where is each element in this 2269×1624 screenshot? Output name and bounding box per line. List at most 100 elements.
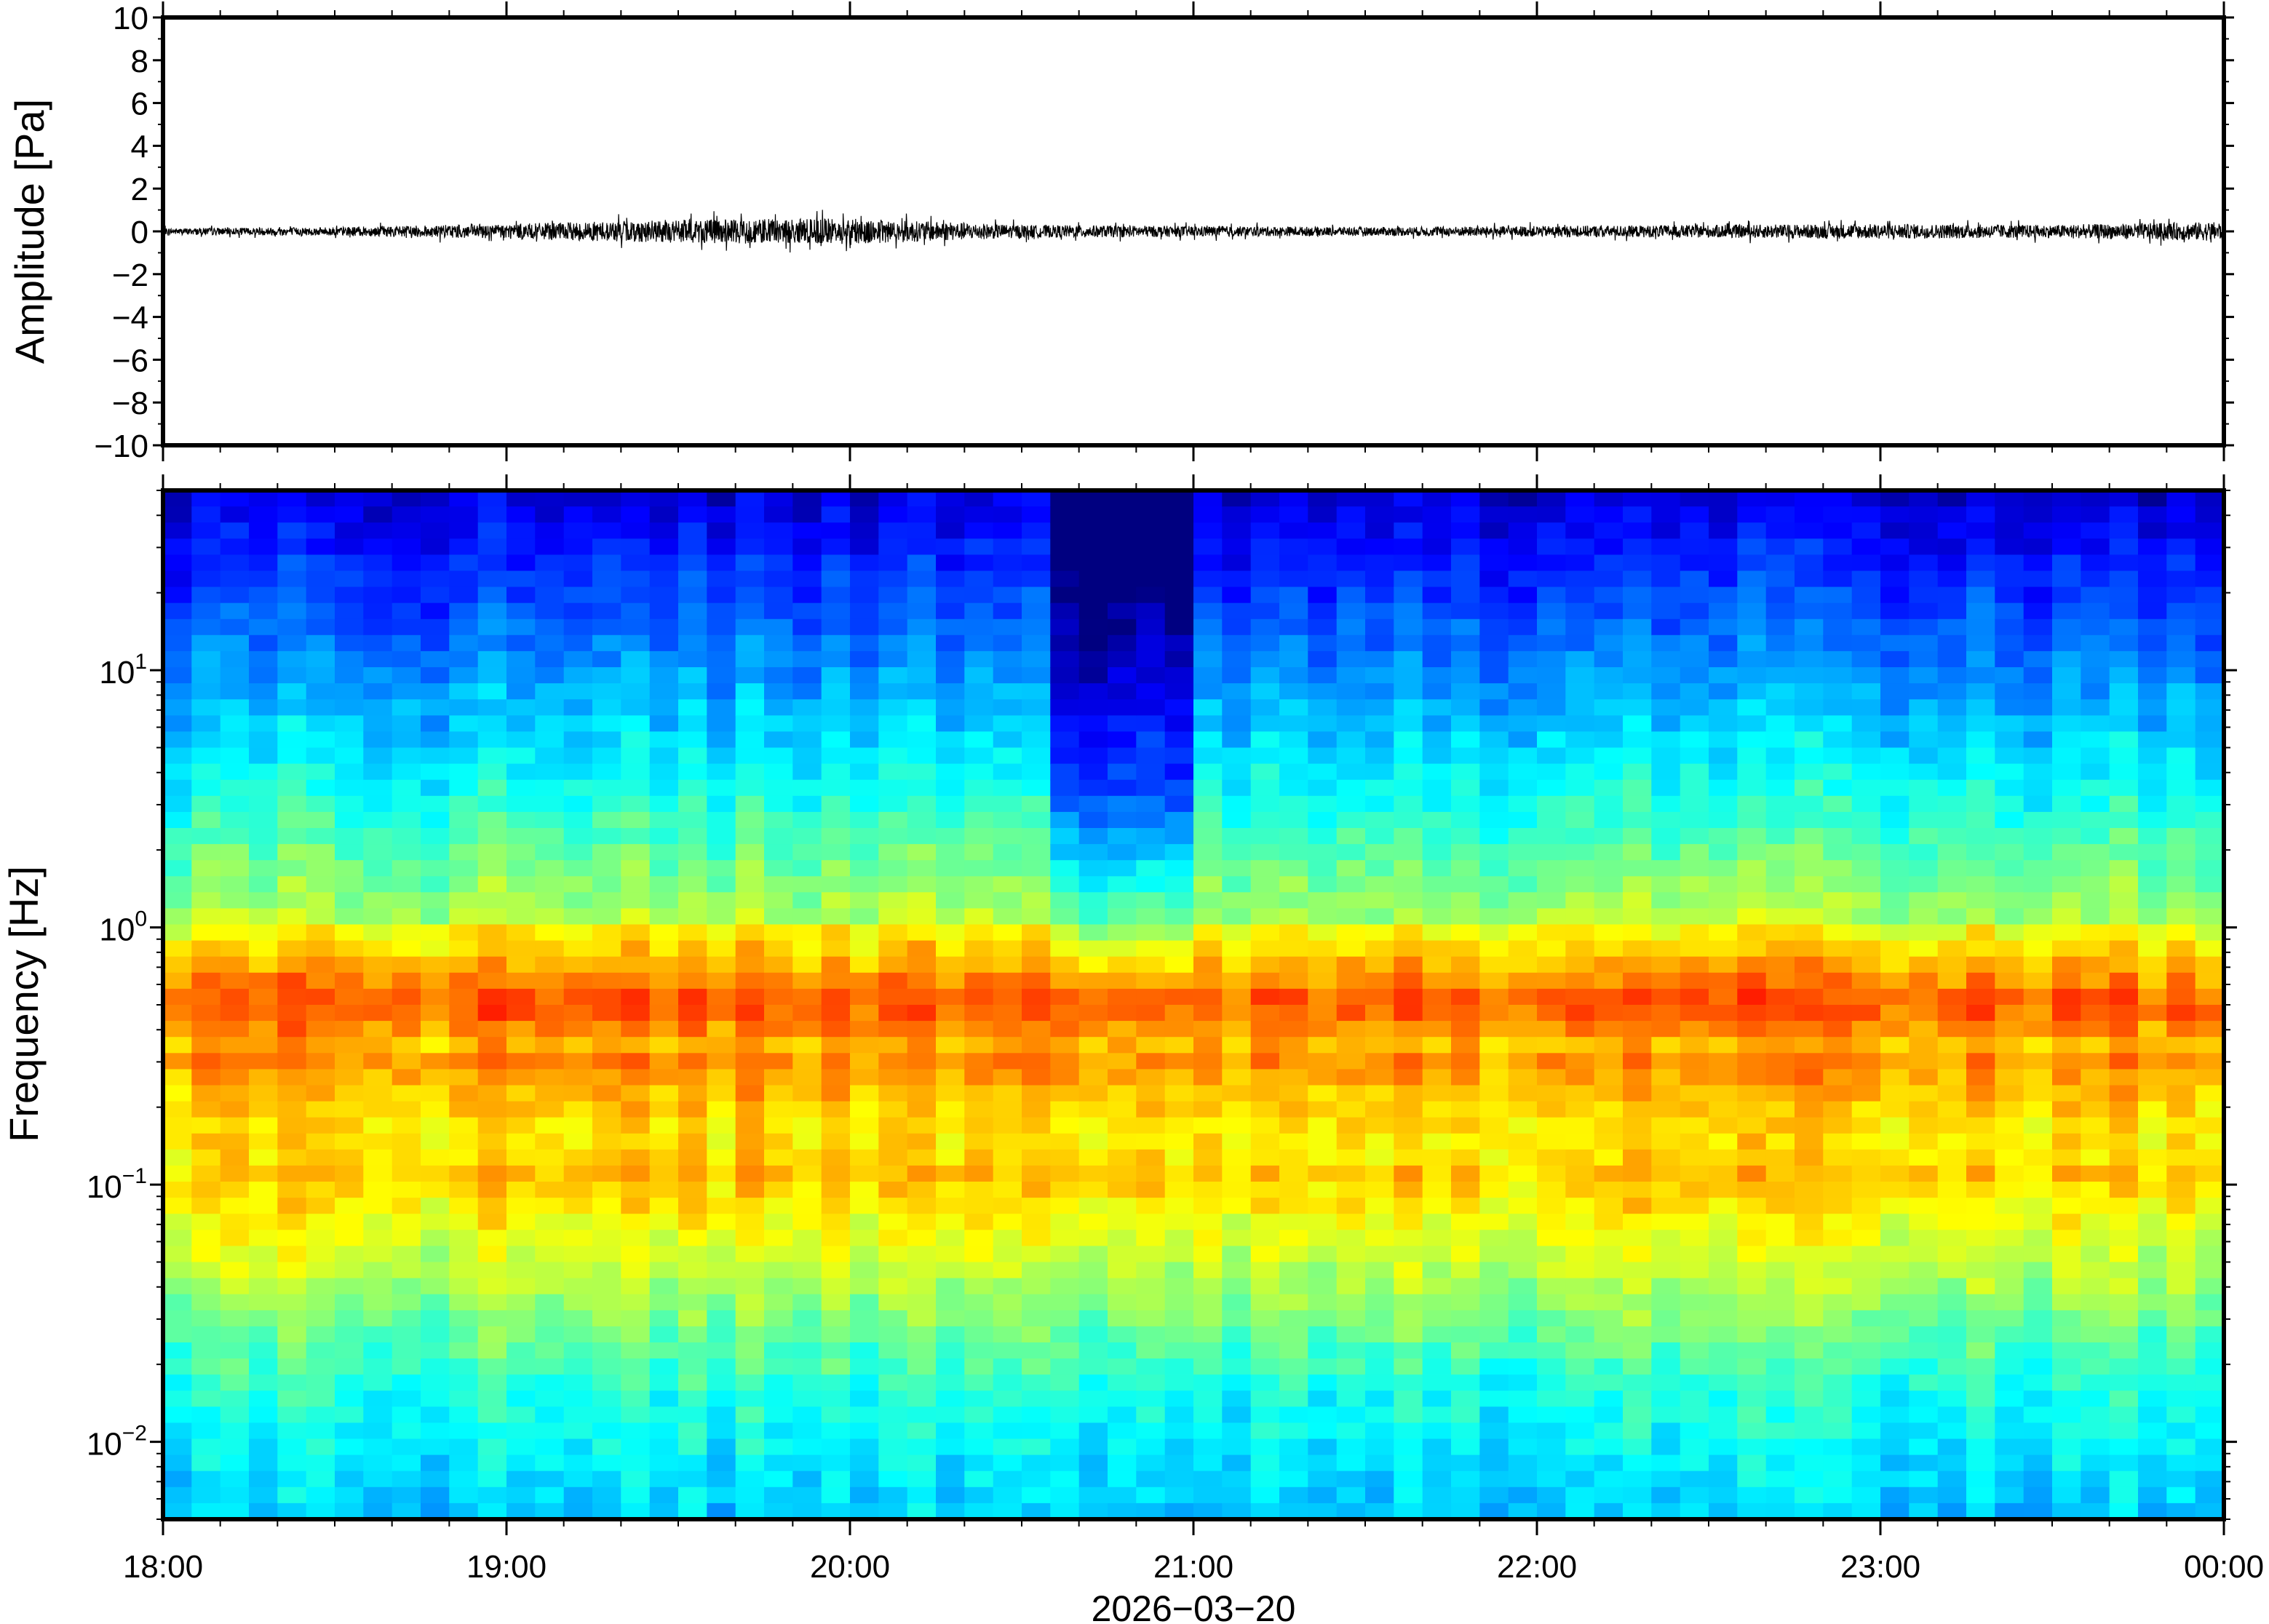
spectrogram-cell xyxy=(1308,1053,1338,1070)
spectrogram-cell xyxy=(878,988,908,1006)
spectrogram-cell xyxy=(1937,1149,1967,1166)
spectrogram-cell xyxy=(1508,650,1538,668)
spectrogram-cell xyxy=(1851,1454,1881,1472)
spectrogram-cell xyxy=(993,1278,1022,1295)
spectrogram-cell xyxy=(2052,1214,2082,1231)
spectrogram-cell xyxy=(421,860,450,877)
spectrogram-cell xyxy=(850,731,880,749)
spectrogram-cell xyxy=(707,1182,736,1198)
spectrogram-cell xyxy=(506,1470,536,1488)
spectrogram-cell xyxy=(907,731,937,749)
spectrogram-cell xyxy=(1078,634,1108,652)
spectrogram-cell xyxy=(678,1085,708,1102)
spectrogram-cell xyxy=(936,1342,966,1359)
spectrogram-cell xyxy=(1108,570,1137,588)
spectrogram-cell xyxy=(1995,779,2024,797)
spectrogram-cell xyxy=(964,795,994,813)
spectrogram-cell xyxy=(2138,972,2168,990)
spectrogram-cell xyxy=(277,1214,307,1231)
spectrogram-cell xyxy=(1078,924,1108,942)
spectrogram-cell xyxy=(1709,860,1738,877)
spectrogram-cell xyxy=(563,1486,593,1504)
spectrogram-cell xyxy=(764,1182,794,1198)
spectrogram-cell xyxy=(1594,1165,1624,1182)
spectrogram-cell xyxy=(1336,956,1366,974)
spectrogram-cell xyxy=(592,570,622,588)
spectrogram-cell xyxy=(335,1422,365,1440)
spectrogram-cell xyxy=(2081,1406,2110,1424)
spectrogram-cell xyxy=(993,554,1022,572)
spectrogram-cell xyxy=(191,715,221,733)
spectrogram-cell xyxy=(1823,1502,1853,1519)
spectrogram-cell xyxy=(649,618,679,636)
spectrogram-cell xyxy=(1565,1149,1595,1166)
spectrogram-cell xyxy=(306,667,335,684)
spectrogram-cell xyxy=(1508,1406,1538,1424)
spectrogram-cell xyxy=(1995,795,2024,813)
spectrogram-cell xyxy=(1709,1149,1738,1166)
spectrogram-cell xyxy=(1737,618,1767,636)
spectrogram-cell xyxy=(535,1486,565,1504)
spectrogram-cell xyxy=(2081,972,2110,990)
spectrogram-cell xyxy=(1623,956,1653,974)
spectrogram-cell xyxy=(306,1133,335,1150)
spectrogram-cell xyxy=(707,1101,736,1118)
spectrogram-cell xyxy=(907,972,937,990)
spectrogram-cell xyxy=(1222,860,1252,877)
spectrogram-cell xyxy=(306,634,335,652)
spectrogram-cell xyxy=(907,908,937,926)
spectrogram-cell xyxy=(249,1133,279,1150)
spectrogram-cell xyxy=(792,956,822,974)
spectrogram-cell xyxy=(163,1053,193,1070)
spectrogram-cell xyxy=(1365,490,1395,507)
spectrogram-cell xyxy=(2166,731,2196,749)
spectrogram-cell xyxy=(506,1165,536,1182)
spectrogram-cell xyxy=(449,1278,479,1295)
spectrogram-cell xyxy=(191,1085,221,1102)
spectrogram-cell xyxy=(2138,940,2168,958)
spectrogram-cell xyxy=(563,1230,593,1247)
spectrogram-cell xyxy=(506,522,536,540)
spectrogram-cell xyxy=(850,1390,880,1408)
spectrogram-cell xyxy=(907,1502,937,1519)
spectrogram-cell xyxy=(1966,538,1996,556)
spectrogram-cell xyxy=(1995,747,2024,765)
spectrogram-cell xyxy=(1880,1390,1910,1408)
spectrogram-cell xyxy=(1565,1454,1595,1472)
spectrogram-cell xyxy=(1479,1214,1509,1231)
spectrogram-cell xyxy=(2052,795,2082,813)
spectrogram-cell xyxy=(392,860,421,877)
spectrogram-cell xyxy=(335,844,365,861)
spectrogram-cell xyxy=(249,699,279,717)
spectrogram-cell xyxy=(1394,586,1423,604)
spectrogram-cell xyxy=(335,1438,365,1456)
spectrogram-cell xyxy=(220,1198,250,1214)
spectrogram-cell xyxy=(1336,972,1366,990)
spectrogram-cell xyxy=(506,1085,536,1102)
spectrogram-cell xyxy=(1737,844,1767,861)
spectrogram-cell xyxy=(1222,892,1252,909)
spectrogram-cell xyxy=(1795,699,1824,717)
spectrogram-cell xyxy=(993,1101,1022,1118)
spectrogram-cell xyxy=(621,1310,651,1327)
spectrogram-cell xyxy=(1851,1358,1881,1375)
spectrogram-cell xyxy=(1709,1037,1738,1054)
spectrogram-cell xyxy=(1336,1358,1366,1375)
spectrogram-cell xyxy=(1765,1117,1795,1134)
spectrogram-cell xyxy=(392,924,421,942)
spectrogram-cell xyxy=(621,956,651,974)
spectrogram-cell xyxy=(907,538,937,556)
spectrogram-cell xyxy=(1565,844,1595,861)
spectrogram-cell xyxy=(1022,506,1052,523)
spectrogram-cell xyxy=(1594,1326,1624,1343)
spectrogram-cell xyxy=(335,924,365,942)
spectrogram-cell xyxy=(1422,844,1452,861)
spectrogram-cell xyxy=(993,1342,1022,1359)
spectrogram-cell xyxy=(1279,828,1309,845)
spectrogram-cell xyxy=(1336,779,1366,797)
spectrogram-cell xyxy=(735,908,765,926)
spectrogram-cell xyxy=(850,683,880,700)
spectrogram-cell xyxy=(1193,602,1223,620)
spectrogram-cell xyxy=(1709,924,1738,942)
spectrogram-cell xyxy=(2023,779,2053,797)
